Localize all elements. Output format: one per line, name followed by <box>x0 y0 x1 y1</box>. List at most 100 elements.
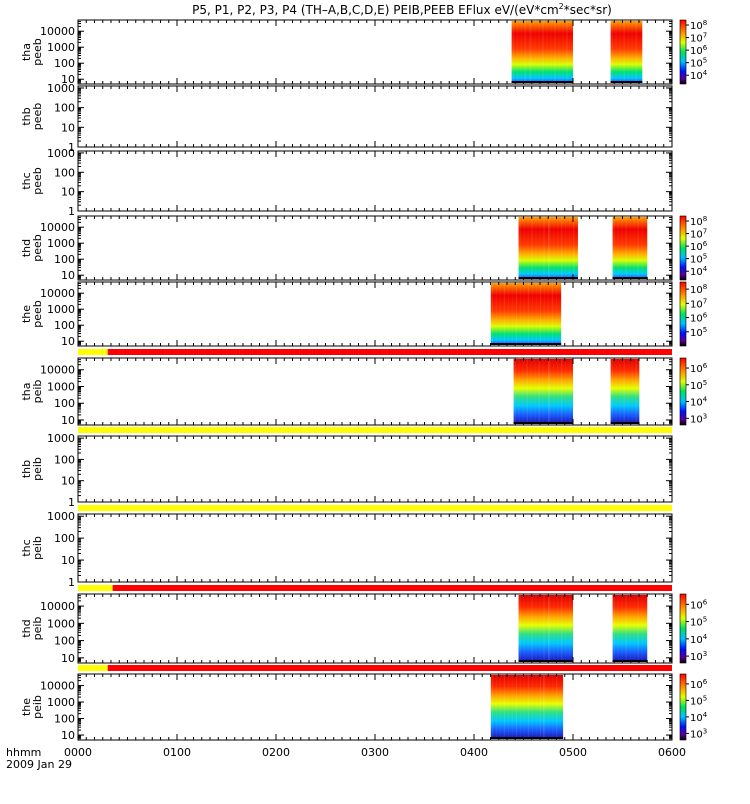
colorbar-tick-label: 107 <box>690 32 707 45</box>
data-block <box>610 359 640 424</box>
y-tick-label: 10 <box>61 73 75 86</box>
data-texture-stripe <box>527 595 529 662</box>
panel-frame <box>77 513 673 583</box>
data-block <box>612 217 648 279</box>
data-texture-stripe <box>527 217 529 279</box>
y-label-probe: tha <box>20 382 33 400</box>
y-label-product: peib <box>31 695 44 719</box>
data-texture-stripe <box>523 217 525 279</box>
colorbar <box>679 215 687 281</box>
y-label-probe: thc <box>20 539 33 556</box>
x-tick-label: 0500 <box>559 746 587 759</box>
colorbar-tick-label: 108 <box>690 215 707 228</box>
y-label-product: peeb <box>31 38 44 66</box>
colorbar-tick-label: 106 <box>690 312 708 325</box>
data-texture-stripe <box>623 21 625 83</box>
y-label-product: peib <box>31 457 44 481</box>
data-texture-stripe <box>526 359 528 424</box>
data-texture-stripe <box>530 359 532 424</box>
y-tick-label: 1000 <box>47 303 75 316</box>
data-texture-stripe <box>535 595 537 662</box>
y-tick-label: 1000 <box>47 41 75 54</box>
data-texture-stripe <box>531 675 533 739</box>
date-label: 2009 Jan 29 <box>6 758 72 771</box>
y-label-probe: thb <box>20 460 33 478</box>
data-texture-stripe <box>515 675 517 739</box>
colorbar-tick-label: 106 <box>690 678 708 691</box>
data-texture-stripe <box>569 359 571 424</box>
y-tick-label: 10 <box>61 475 75 488</box>
data-texture-stripe <box>562 21 564 83</box>
data-texture-stripe <box>557 359 559 424</box>
data-texture-stripe <box>534 21 536 83</box>
data-texture-stripe <box>538 21 540 83</box>
data-texture-stripe <box>543 595 545 662</box>
colorbar-tick-label: 107 <box>690 297 707 310</box>
y-tick-label: 10 <box>61 269 75 282</box>
panel-thb-peib: 1000 100 10 1 thbpeib <box>20 432 673 511</box>
data-texture-stripe <box>629 217 631 279</box>
data-texture-stripe <box>535 675 537 739</box>
data-block <box>490 283 562 345</box>
colorbar-tick-label: 105 <box>690 326 707 339</box>
colorbar <box>679 673 687 741</box>
colorbar-tick-label: 104 <box>690 633 708 646</box>
y-label-product: peeb <box>31 167 44 195</box>
data-texture-stripe <box>519 283 521 345</box>
colorbar-tick-label: 105 <box>690 253 707 266</box>
data-texture-stripe <box>512 21 514 83</box>
y-tick-label: 10 <box>61 335 75 348</box>
data-texture-stripe <box>543 217 545 279</box>
y-axis-label: thdpeeb <box>20 234 44 262</box>
y-label-probe: thd <box>20 619 33 637</box>
data-block <box>513 359 549 424</box>
data-texture-stripe <box>641 595 643 662</box>
chart-title-main: P5, P1, P2, P3, P4 (TH–A,B,C,D,E) PEIB,P… <box>192 3 559 17</box>
data-texture-stripe <box>615 21 617 83</box>
status-bar-red <box>107 665 672 671</box>
status-bar-yellow <box>78 665 108 671</box>
panel-frame <box>77 593 673 664</box>
status-bar-red <box>112 585 672 591</box>
colorbar-tick-label: 104 <box>690 69 708 82</box>
colorbar-tick-label: 106 <box>690 598 708 611</box>
data-texture-stripe <box>503 283 505 345</box>
data-texture-stripe <box>573 217 575 279</box>
data-texture-stripe <box>637 217 639 279</box>
data-block <box>543 675 564 739</box>
data-texture-stripe <box>495 675 497 739</box>
x-tick-label: 0000 <box>64 746 92 759</box>
colorbar <box>679 593 687 664</box>
y-label-product: peeb <box>31 103 44 131</box>
y-tick-label: 100 <box>54 635 75 648</box>
data-texture-stripe <box>566 21 568 83</box>
colorbar-tick-label: 104 <box>690 711 708 724</box>
data-texture-stripe <box>621 595 623 662</box>
data-texture-stripe <box>519 675 521 739</box>
y-tick-label: 1000 <box>47 237 75 250</box>
data-texture-stripe <box>534 359 536 424</box>
panel-thc-peeb: 1000 100 10 1 thcpeeb <box>20 147 673 218</box>
panel-frame <box>77 435 673 503</box>
panel-frame <box>77 150 673 212</box>
data-texture-stripe <box>507 675 509 739</box>
data-block <box>529 21 573 83</box>
colorbar-tick-label: 103 <box>690 650 707 663</box>
y-tick-label: 1 <box>68 141 75 154</box>
data-texture-stripe <box>613 217 615 279</box>
data-texture-stripe <box>531 217 533 279</box>
status-bar-yellow <box>78 585 113 591</box>
data-texture-stripe <box>561 217 563 279</box>
y-tick-label: 100 <box>54 57 75 70</box>
data-texture-stripe <box>507 283 509 345</box>
colorbar-tick-label: 103 <box>690 412 707 425</box>
data-texture-stripe <box>565 595 567 662</box>
data-texture-stripe <box>554 21 556 83</box>
y-axis-label: thcpeeb <box>20 167 44 195</box>
data-texture-stripe <box>613 595 615 662</box>
y-axis-label: thapeib <box>20 380 44 404</box>
colorbar <box>679 357 687 426</box>
